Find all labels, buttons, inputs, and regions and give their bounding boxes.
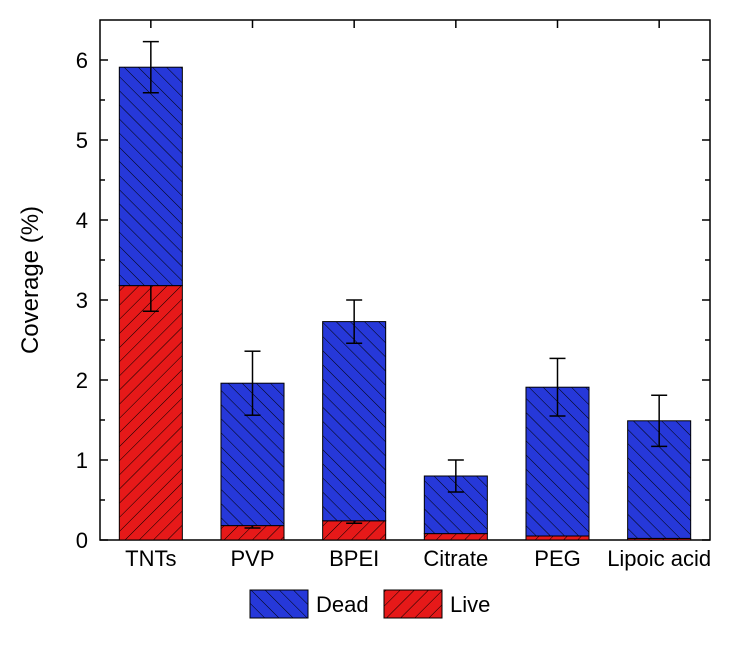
chart-svg: 0 1 2 3 4 5 6 Coverage (%) TNTs PVP BPEI Citrate PEG… [0, 0, 746, 650]
legend-swatch-live [384, 590, 442, 618]
y-tick-label: 5 [76, 128, 88, 153]
x-tick-label: PEG [534, 546, 580, 571]
y-tick-label: 2 [76, 368, 88, 393]
coverage-chart: 0 1 2 3 4 5 6 Coverage (%) TNTs PVP BPEI Citrate PEG… [0, 0, 746, 650]
y-axis-label: Coverage (%) [17, 206, 44, 354]
bar-live [424, 534, 487, 540]
legend-swatch-dead [250, 590, 308, 618]
legend-label-dead: Dead [316, 592, 369, 617]
y-tick-label: 0 [76, 528, 88, 553]
x-tick-label: BPEI [329, 546, 379, 571]
y-tick-label: 4 [76, 208, 88, 233]
y-tick-label: 3 [76, 288, 88, 313]
y-tick-label: 1 [76, 448, 88, 473]
x-tick-label: Lipoic acid [607, 546, 711, 571]
bar-live [119, 286, 182, 540]
bar-dead [323, 322, 386, 521]
legend-label-live: Live [450, 592, 490, 617]
y-tick-label: 6 [76, 48, 88, 73]
bar-live [526, 536, 589, 540]
x-tick-label: TNTs [125, 546, 176, 571]
bar-dead [119, 67, 182, 285]
x-tick-label: PVP [230, 546, 274, 571]
x-tick-label: Citrate [423, 546, 488, 571]
